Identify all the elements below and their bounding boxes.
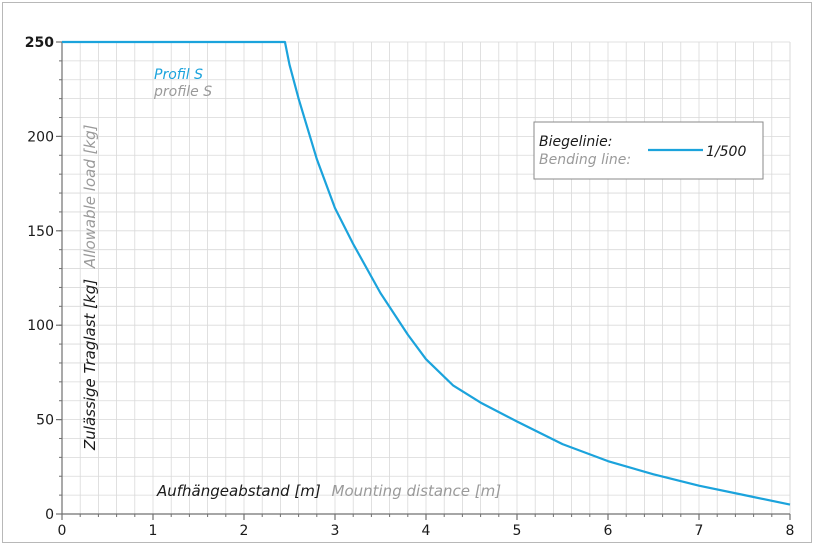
axes: [56, 41, 791, 520]
y-tick-label: 50: [36, 413, 54, 429]
y-axis-label: Zulässige Traglast [kg] Allowable load […: [81, 124, 99, 451]
grid: [62, 41, 791, 514]
x-tick-label: 3: [331, 523, 340, 539]
x-tick-label: 8: [786, 523, 795, 539]
tick-labels: 0 1 2 3 4 5 6 7 8 0 50 100 150 200 250: [25, 35, 795, 539]
x-tick-label: 4: [422, 523, 431, 539]
y-axis-label-primary: Zulässige Traglast [kg]: [81, 279, 99, 451]
y-axis-label-secondary: Allowable load [kg]: [81, 124, 99, 269]
y-tick-label: 250: [25, 35, 54, 51]
y-tick-label: 150: [27, 224, 54, 240]
x-axis-label-primary-text: Aufhängeabstand [m]: [156, 482, 321, 500]
x-tick-label: 5: [513, 523, 522, 539]
series-line-1-500: [62, 40, 791, 506]
y-tick-label: 0: [45, 507, 54, 523]
legend-entry: 1/500: [706, 144, 746, 160]
x-tick-label: 2: [240, 523, 249, 539]
x-tick-label: 7: [695, 523, 704, 539]
x-axis-label-secondary: Mounting distance [m]: [332, 482, 502, 500]
y-tick-label: 100: [27, 318, 54, 334]
legend-title-primary: Biegelinie:: [539, 134, 612, 150]
x-axis-label-primary: Aufhängeabstand [m] Mounting distance [m…: [156, 482, 501, 500]
series-label-primary: Profil S: [154, 67, 203, 83]
series-layer: [62, 40, 791, 506]
x-tick-label: 1: [149, 523, 158, 539]
x-tick-label: 6: [604, 523, 613, 539]
legend: Biegelinie: Bending line: 1/500: [533, 121, 764, 180]
x-tick-label: 0: [58, 523, 67, 539]
series-label-secondary: profile S: [153, 84, 212, 100]
y-tick-label: 200: [27, 129, 54, 145]
legend-title-secondary: Bending line:: [539, 152, 631, 168]
